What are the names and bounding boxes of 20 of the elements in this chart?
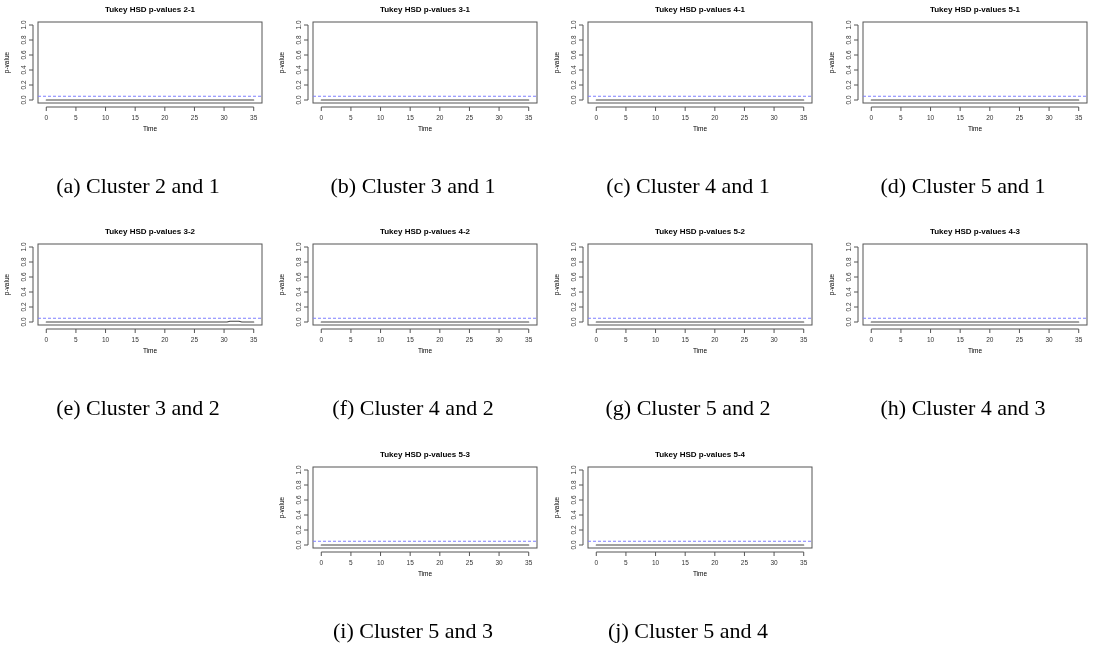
text: (h) Cluster 4 and 3 xyxy=(879,395,1047,421)
chart-title: Tukey HSD p-values 4-1 xyxy=(654,5,746,14)
chart-title: Tukey HSD p-values 5-1 xyxy=(929,5,1021,14)
text: (i) Cluster 5 and 3 xyxy=(331,618,495,644)
text: (f) Cluster 4 and 2 xyxy=(331,395,495,421)
text: (g) Cluster 5 and 2 xyxy=(604,395,772,421)
chart-title: Tukey HSD p-values 5-2 xyxy=(654,227,746,236)
chart-title: Tukey HSD p-values 3-2 xyxy=(104,227,196,236)
chart-title: Tukey HSD p-values 2-1 xyxy=(104,5,196,14)
text: (d) Cluster 5 and 1 xyxy=(879,173,1047,199)
chart-title: Tukey HSD p-values 4-3 xyxy=(929,227,1021,236)
text: (j) Cluster 5 and 4 xyxy=(606,618,770,644)
text: (b) Cluster 3 and 1 xyxy=(329,173,497,199)
text: (e) Cluster 3 and 2 xyxy=(55,395,221,421)
text: (a) Cluster 2 and 1 xyxy=(55,173,221,199)
chart-title: Tukey HSD p-values 3-1 xyxy=(379,5,471,14)
chart-title: Tukey HSD p-values 4-2 xyxy=(379,227,471,236)
chart-title: Tukey HSD p-values 5-4 xyxy=(654,450,746,459)
text: (c) Cluster 4 and 1 xyxy=(605,173,771,199)
chart-title: Tukey HSD p-values 5-3 xyxy=(379,450,471,459)
